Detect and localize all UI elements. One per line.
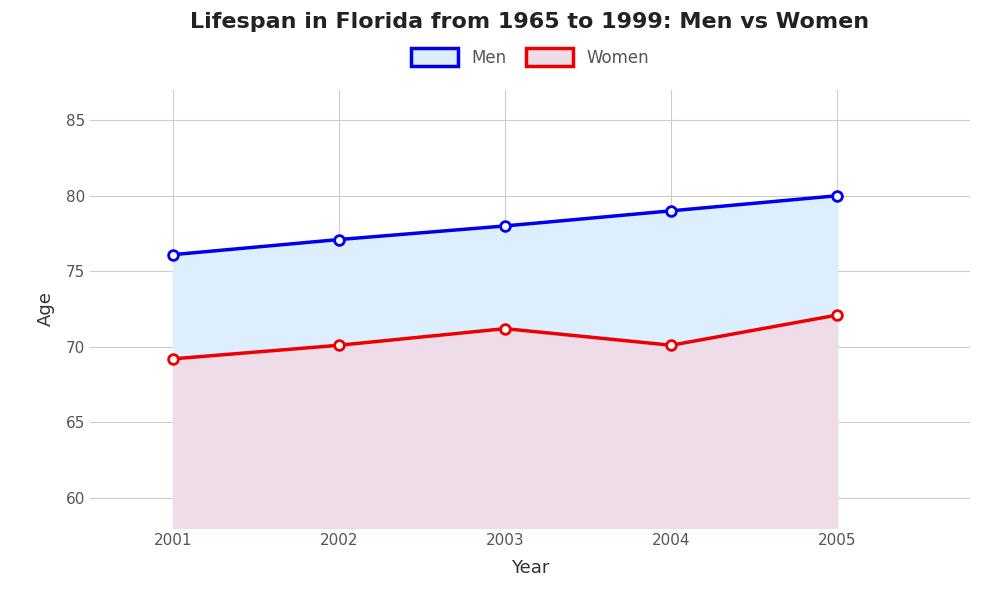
Y-axis label: Age: Age (37, 292, 55, 326)
Title: Lifespan in Florida from 1965 to 1999: Men vs Women: Lifespan in Florida from 1965 to 1999: M… (190, 11, 870, 31)
X-axis label: Year: Year (511, 559, 549, 577)
Legend: Men, Women: Men, Women (404, 41, 656, 73)
